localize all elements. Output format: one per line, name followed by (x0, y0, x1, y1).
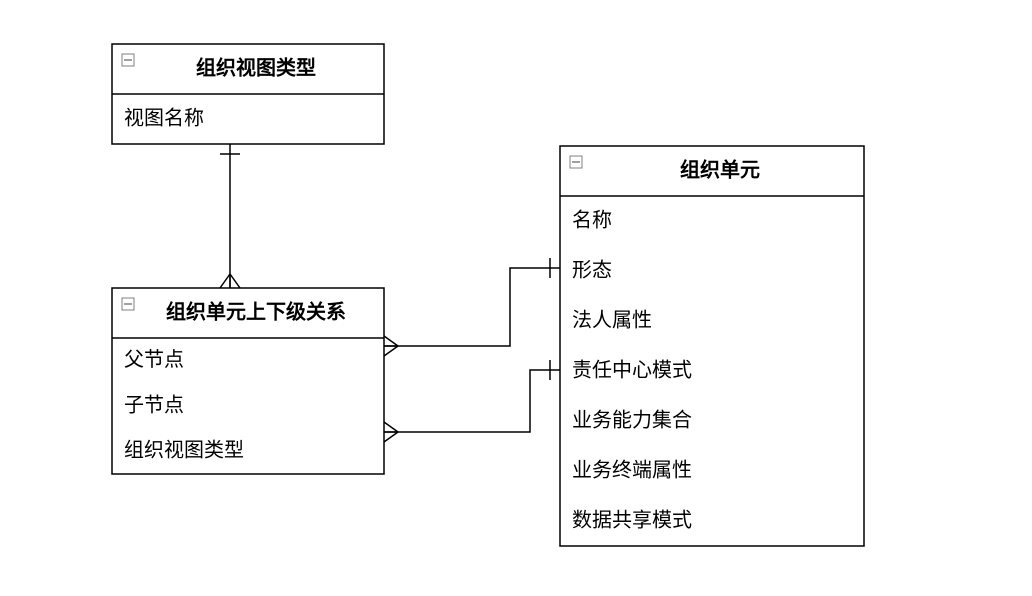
entity-title: 组织单元 (680, 157, 760, 181)
entity-attribute: 法人属性 (572, 308, 652, 331)
entity-title: 组织视图类型 (196, 55, 316, 79)
entity-attribute: 业务能力集合 (572, 408, 692, 431)
entity-org-unit-hierarchy: 组织单元上下级关系父节点子节点组织视图类型 (112, 288, 384, 474)
edge-line (384, 268, 560, 346)
entity-attribute: 业务终端属性 (572, 458, 692, 481)
entity-attribute: 父节点 (124, 348, 184, 371)
entity-attribute: 组织视图类型 (124, 439, 244, 462)
er-diagram-canvas: 组织视图类型视图名称组织单元上下级关系父节点子节点组织视图类型组织单元名称形态法… (0, 0, 1032, 596)
entity-attribute: 责任中心模式 (572, 358, 692, 381)
entity-title: 组织单元上下级关系 (166, 299, 346, 323)
entity-attribute: 数据共享模式 (572, 508, 692, 531)
entity-org-unit: 组织单元名称形态法人属性责任中心模式业务能力集合业务终端属性数据共享模式 (560, 146, 864, 546)
entity-org-view-type: 组织视图类型视图名称 (112, 44, 384, 144)
edge-line (384, 370, 560, 432)
entity-attribute: 视图名称 (124, 106, 204, 129)
entity-attribute: 形态 (572, 258, 612, 281)
entity-attribute: 名称 (572, 208, 612, 231)
entity-attribute: 子节点 (124, 393, 184, 416)
